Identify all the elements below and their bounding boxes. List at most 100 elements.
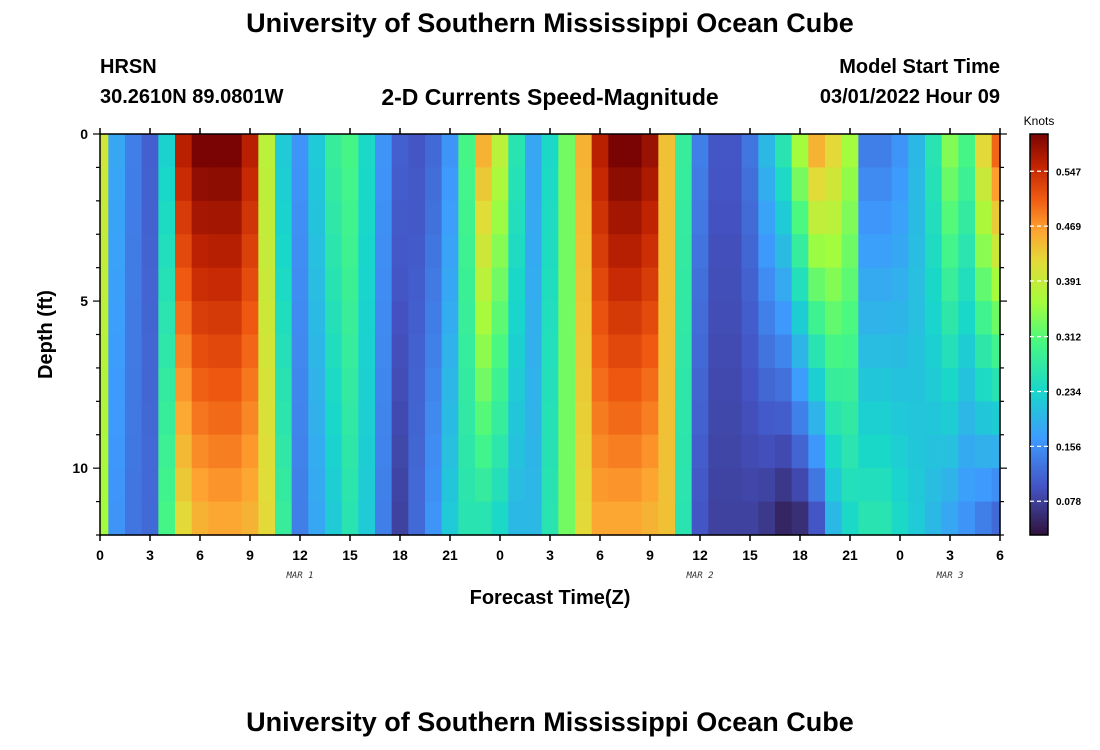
heatmap-cell [408, 134, 426, 169]
heatmap-cell [141, 434, 159, 469]
heatmap-cell [100, 134, 109, 169]
heatmap-cell [875, 134, 893, 169]
heatmap-cell [525, 301, 543, 336]
heatmap-cell [125, 367, 143, 402]
heatmap-cell [441, 468, 459, 503]
heatmap-cell [375, 401, 393, 436]
heatmap-cell [725, 267, 743, 302]
heatmap-cell [441, 167, 459, 202]
heatmap-cell [441, 334, 459, 369]
heatmap-cell [475, 367, 493, 402]
heatmap-cell [908, 301, 926, 336]
heatmap-cell [125, 134, 143, 169]
heatmap-cell [208, 334, 226, 369]
heatmap-cell [308, 468, 326, 503]
heatmap-cell [158, 267, 176, 302]
heatmap-cell [158, 167, 176, 202]
heatmap-cell [291, 200, 309, 235]
heatmap-cell [958, 334, 976, 369]
heatmap-cell [425, 267, 443, 302]
heatmap-cell [341, 301, 359, 336]
heatmap-cell [475, 301, 493, 336]
heatmap-cell [275, 468, 293, 503]
x-tick-label: 15 [742, 547, 758, 563]
heatmap-cell [725, 501, 743, 536]
heatmap-cell [758, 367, 776, 402]
heatmap-cell [941, 468, 959, 503]
heatmap-cell [625, 267, 643, 302]
heatmap-cell [225, 234, 243, 269]
heatmap-cell [658, 134, 676, 169]
heatmap-cell [158, 334, 176, 369]
heatmap-cell [858, 434, 876, 469]
x-tick-label: 18 [792, 547, 808, 563]
heatmap-cell [958, 468, 976, 503]
heatmap-cell [525, 468, 543, 503]
main-title: University of Southern Mississippi Ocean… [246, 8, 854, 38]
colorbar-tick-label: 0.234 [1056, 387, 1081, 398]
heatmap-cell [658, 334, 676, 369]
x-tick-label: 3 [146, 547, 154, 563]
heatmap-cell [625, 134, 643, 169]
heatmap-cell [475, 167, 493, 202]
heatmap-cell [575, 301, 593, 336]
heatmap-cell [725, 468, 743, 503]
heatmap-cell [225, 334, 243, 369]
heatmap-cell [258, 234, 276, 269]
heatmap-cell [358, 301, 376, 336]
colorbar-tick-label: 0.469 [1056, 222, 1081, 233]
heatmap-cell [225, 267, 243, 302]
heatmap-cell [508, 334, 526, 369]
heatmap-cell [175, 267, 193, 302]
heatmap-cell [108, 367, 126, 402]
heatmap-cell [558, 468, 576, 503]
colorbar-tick-label: 0.391 [1056, 277, 1081, 288]
colorbar-unit-label: Knots [1024, 114, 1055, 128]
heatmap-cell [325, 200, 343, 235]
heatmap-cell [658, 167, 676, 202]
heatmap-cell [141, 301, 159, 336]
heatmap-cell [475, 134, 493, 169]
heatmap-cell [991, 468, 1001, 503]
heatmap-cell [425, 434, 443, 469]
heatmap-cell [975, 167, 993, 202]
heatmap-cell [175, 134, 193, 169]
heatmap-cell [958, 234, 976, 269]
heatmap-cell [958, 401, 976, 436]
heatmap-cell [458, 468, 476, 503]
heatmap-cell [541, 267, 559, 302]
heatmap-cell [708, 267, 726, 302]
heatmap-cell [625, 234, 643, 269]
heatmap-cell [158, 234, 176, 269]
heatmap-cell [225, 167, 243, 202]
heatmap-cell [591, 267, 609, 302]
heatmap-cell [708, 501, 726, 536]
heatmap-cell [891, 134, 909, 169]
heatmap-cell [408, 434, 426, 469]
heatmap-cell [825, 301, 843, 336]
heatmap-cell [675, 267, 693, 302]
heatmap-cell [341, 334, 359, 369]
heatmap-cell [575, 334, 593, 369]
heatmap-cell [691, 501, 709, 536]
heatmap-cell [908, 367, 926, 402]
heatmap-cell [925, 301, 943, 336]
heatmap-cell [458, 234, 476, 269]
heatmap-cell [625, 167, 643, 202]
heatmap-cell [225, 468, 243, 503]
model-start-time-value: 03/01/2022 Hour 09 [819, 86, 1000, 108]
heatmap-cell [241, 367, 259, 402]
heatmap-cell [691, 267, 709, 302]
heatmap-cell [208, 134, 226, 169]
heatmap-cell [100, 301, 109, 336]
heatmap-cell [891, 334, 909, 369]
heatmap-cell [925, 401, 943, 436]
heatmap-cell [100, 267, 109, 302]
heatmap-cell [891, 434, 909, 469]
heatmap-cell [858, 234, 876, 269]
heatmap-cell [358, 367, 376, 402]
footer-title: University of Southern Mississippi Ocean… [246, 707, 854, 737]
heatmap-cell [891, 200, 909, 235]
heatmap-cell [658, 434, 676, 469]
station-name: HRSN [100, 56, 157, 78]
